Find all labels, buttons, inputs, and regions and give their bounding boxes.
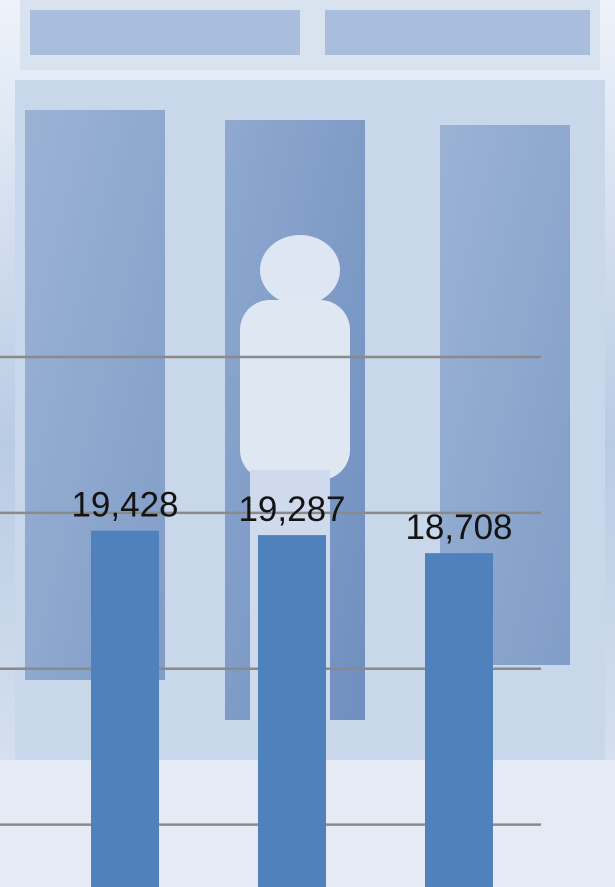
bar: [258, 535, 326, 887]
data-label: 19,287: [238, 490, 345, 529]
data-label: 18,708: [405, 508, 512, 547]
bar: [91, 530, 159, 887]
data-label: 19,428: [71, 486, 178, 525]
bar: [425, 553, 493, 887]
